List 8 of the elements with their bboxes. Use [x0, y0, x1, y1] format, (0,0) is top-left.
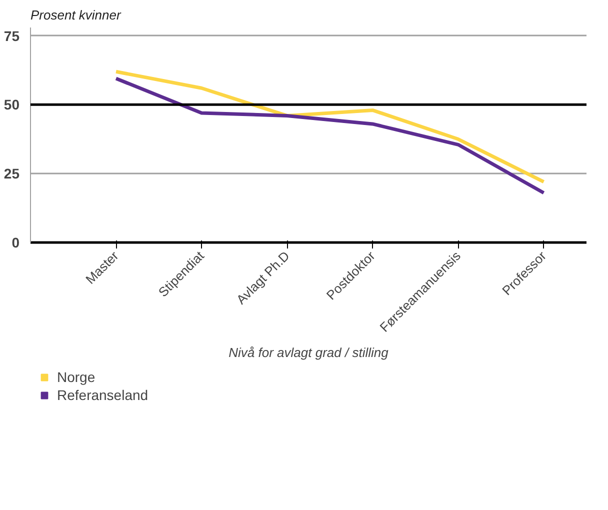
y-tick-label: 25 [4, 166, 20, 182]
legend-label: Referanseland [57, 387, 148, 403]
y-tick-label: 0 [12, 234, 20, 250]
legend-label: Norge [57, 369, 96, 385]
y-tick-label: 75 [4, 28, 20, 44]
x-axis-title: Nivå for avlagt grad / stilling [228, 345, 390, 360]
y-tick-label: 50 [4, 96, 20, 113]
chart-title: Prosent kvinner [30, 8, 122, 22]
